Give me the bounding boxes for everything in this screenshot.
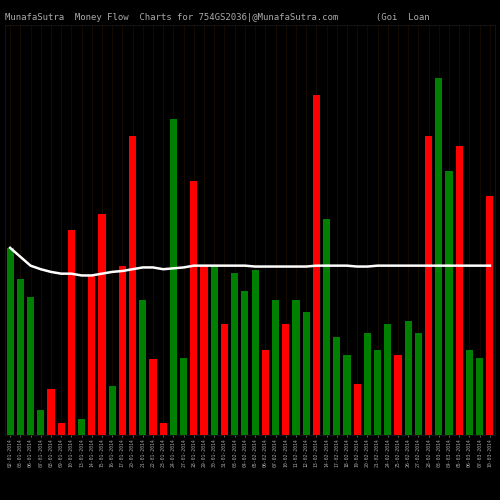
Bar: [68, 230, 75, 435]
Bar: [394, 355, 402, 435]
Bar: [210, 266, 218, 435]
Bar: [108, 386, 116, 435]
Bar: [160, 422, 167, 435]
Bar: [242, 290, 248, 435]
Bar: [374, 350, 381, 435]
Bar: [425, 136, 432, 435]
Bar: [221, 324, 228, 435]
Bar: [37, 410, 44, 435]
Bar: [302, 312, 310, 435]
Bar: [476, 358, 484, 435]
Bar: [486, 196, 494, 435]
Bar: [364, 332, 371, 435]
Bar: [354, 384, 361, 435]
Bar: [252, 270, 258, 435]
Bar: [190, 181, 198, 435]
Bar: [150, 359, 156, 435]
Bar: [313, 94, 320, 435]
Bar: [404, 321, 412, 435]
Bar: [231, 273, 238, 435]
Bar: [48, 388, 54, 435]
Bar: [384, 324, 392, 435]
Bar: [446, 171, 452, 435]
Bar: [466, 350, 473, 435]
Bar: [456, 146, 463, 435]
Bar: [27, 297, 34, 435]
Bar: [282, 324, 290, 435]
Bar: [58, 422, 64, 435]
Bar: [119, 266, 126, 435]
Bar: [344, 355, 350, 435]
Bar: [170, 118, 177, 435]
Bar: [98, 214, 105, 435]
Bar: [88, 274, 96, 435]
Bar: [272, 300, 279, 435]
Bar: [6, 248, 14, 435]
Text: MunafaSutra  Money Flow  Charts for 754GS2036|@MunafaSutra.com       (Goi  Loan: MunafaSutra Money Flow Charts for 754GS2…: [5, 12, 430, 22]
Bar: [180, 358, 187, 435]
Bar: [129, 136, 136, 435]
Bar: [200, 266, 207, 435]
Bar: [139, 300, 146, 435]
Bar: [323, 220, 330, 435]
Bar: [262, 350, 269, 435]
Bar: [16, 279, 24, 435]
Bar: [415, 332, 422, 435]
Bar: [78, 419, 85, 435]
Bar: [292, 300, 300, 435]
Bar: [436, 78, 442, 435]
Bar: [333, 337, 340, 435]
